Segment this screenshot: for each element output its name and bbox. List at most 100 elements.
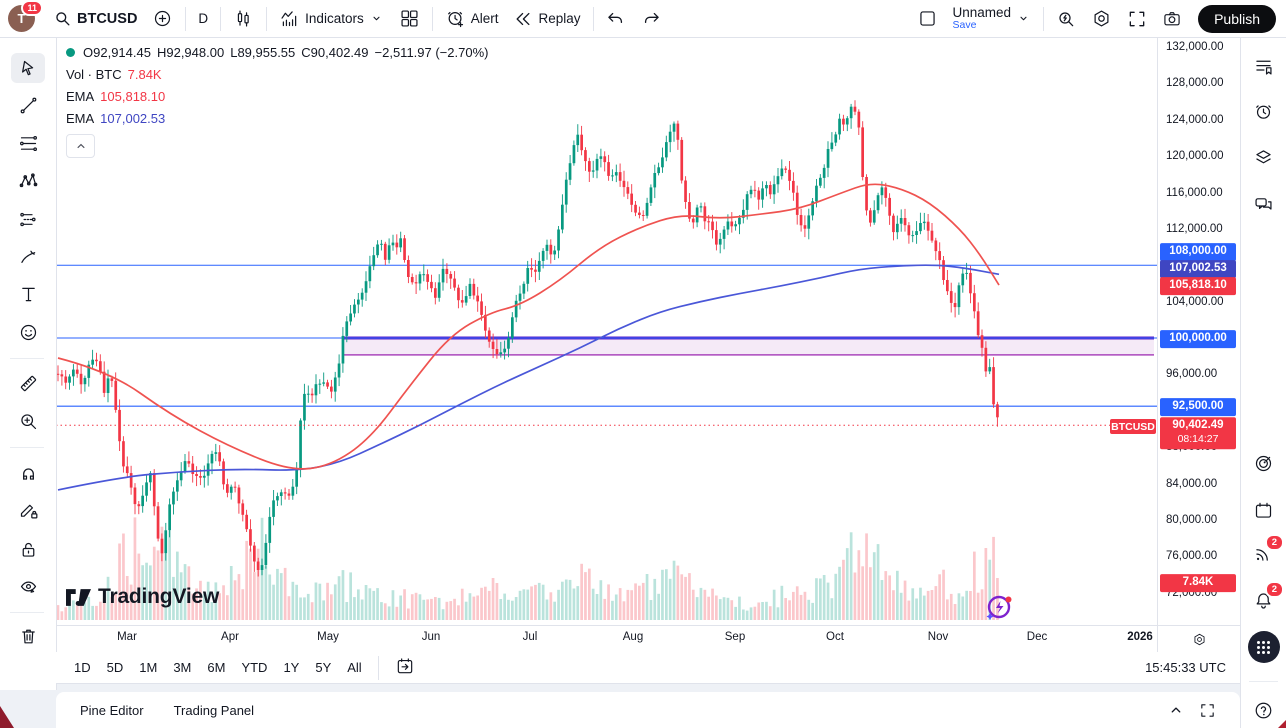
text-tool[interactable] [11,279,45,309]
range-5y-button[interactable]: 5Y [307,656,339,679]
drawing-toolbar [0,38,57,690]
replay-button[interactable]: Replay [506,4,587,34]
market-status-dot [66,48,75,57]
expand-panel-icon[interactable] [1167,701,1185,719]
range-1y-button[interactable]: 1Y [275,656,307,679]
remove-all-drawings-tool[interactable] [11,621,45,651]
fib-retracement-tool[interactable] [11,128,45,158]
maximize-panel-icon[interactable] [1199,702,1216,719]
emoji-tool[interactable] [11,317,45,347]
compare-symbol-button[interactable] [145,4,180,34]
ema-label: EMA [66,111,95,126]
price-tick: 124,000.00 [1166,113,1224,126]
gear-icon [1091,8,1112,29]
grid-layout-icon [399,8,420,29]
candlestick-chart[interactable] [56,38,1157,625]
symbol-search-button[interactable]: BTCUSD [46,4,144,34]
price-axis[interactable]: 132,000.00 128,000.00 124,000.00 120,000.00… [1157,38,1241,652]
ema-fast-row[interactable]: EMA 105,818.10 [66,90,488,103]
volume-value: 7.84K [127,67,162,82]
go-to-date-button[interactable] [387,652,423,683]
redo-button[interactable] [634,4,668,34]
object-tree-button[interactable] [1247,142,1281,172]
redo-icon [641,9,661,29]
xabcd-pattern-tool[interactable] [11,165,45,195]
price-tick: 120,000.00 [1166,150,1224,163]
time-axis[interactable]: Mar Apr May Jun Jul Aug Sep Oct Nov Dec 2026 [56,625,1157,653]
ema-fast-value: 105,818.10 [100,89,166,104]
zoom-in-tool[interactable] [11,406,45,436]
save-layout-button[interactable]: Unnamed Save [946,4,1039,34]
ohlc-row[interactable]: O92,914.45 H92,948.00 L89,955.55 C90,402… [66,46,488,59]
layout-select-button[interactable] [910,4,945,34]
remove-all-drawings-icon [18,626,39,647]
publish-button[interactable]: Publish [1198,4,1276,33]
chat-button[interactable] [1247,189,1281,219]
notifications-button[interactable]: 2 [1247,581,1284,615]
news-feed-count-badge: 2 [1265,534,1284,551]
chart-area[interactable]: O92,914.45 H92,948.00 L89,955.55 C90,402… [56,38,1157,653]
time-tick: May [317,631,339,643]
trading-panel-button[interactable]: Trading Panel [164,697,264,724]
chart-settings-button[interactable] [1084,4,1119,34]
ruler-tool[interactable] [11,368,45,398]
indicators-button[interactable]: Indicators [272,4,391,34]
news-feed-button[interactable]: 2 [1247,534,1284,568]
chart-style-button[interactable] [226,4,261,34]
quick-search-button[interactable] [1049,4,1083,34]
magnet-tool[interactable] [11,457,45,487]
last-price-symbol-chip: BTCUSD [1110,419,1156,434]
replay-label: Replay [538,11,581,26]
axis-settings-icon[interactable] [1192,632,1207,647]
ema-slow-value: 107,002.53 [100,111,166,126]
snapshot-button[interactable] [1155,4,1189,34]
hide-all-drawings-tool[interactable] [11,571,45,601]
server-clock[interactable]: 15:45:33 UTC [1145,660,1226,675]
date-range-bar: 1D 5D 1M 3M 6M YTD 1Y 5Y All 15:45:33 UTC [56,652,1240,684]
toolbar-divider [266,6,268,31]
range-1m-button[interactable]: 1M [131,656,165,679]
alerts-button[interactable] [1247,96,1281,126]
range-3m-button[interactable]: 3M [165,656,199,679]
collapse-legend-button[interactable] [66,134,95,158]
fullscreen-button[interactable] [1120,4,1154,34]
alerts-icon [1253,101,1274,122]
pine-editor-button[interactable]: Pine Editor [70,697,154,724]
volume-row[interactable]: Vol · BTC 7.84K [66,68,488,81]
fib-retracement-icon [18,133,39,154]
chevron-down-icon [1016,11,1031,26]
ai-assistant-icon[interactable] [983,591,1015,623]
help-button[interactable] [1247,695,1281,725]
candles-icon [233,8,254,29]
long-short-position-tool[interactable] [11,204,45,234]
indicator-templates-button[interactable] [392,4,427,34]
trend-line-tool[interactable] [11,90,45,120]
brush-icon [18,247,39,268]
price-axis-footer[interactable] [1158,625,1241,653]
indicators-label: Indicators [305,11,364,26]
avatar-letter: T [17,11,26,26]
range-all-button[interactable]: All [339,656,369,679]
save-link[interactable]: Save [952,19,977,32]
trend-line-icon [18,95,39,116]
interval-button[interactable]: D [191,4,215,34]
range-6m-button[interactable]: 6M [199,656,233,679]
ema-slow-row[interactable]: EMA 107,002.53 [66,112,488,125]
create-alert-button[interactable]: Alert [438,4,506,34]
ruler-icon [18,373,39,394]
range-ytd-button[interactable]: YTD [233,656,275,679]
brush-tool[interactable] [11,242,45,272]
scanner-icon [1253,453,1274,474]
scanner-button[interactable] [1247,448,1281,478]
economic-calendar-button[interactable] [1247,495,1281,525]
drawing-mode-lock-tool[interactable] [11,495,45,525]
user-avatar[interactable]: T 11 [8,0,43,32]
range-1d-button[interactable]: 1D [66,656,99,679]
lock-all-drawings-tool[interactable] [11,534,45,564]
cursor-tool[interactable] [11,53,45,83]
undo-button[interactable] [599,4,633,34]
range-5d-button[interactable]: 5D [99,656,132,679]
indicators-icon [279,8,300,29]
apps-grid-button[interactable] [1247,631,1281,663]
watchlist-button[interactable] [1247,51,1281,81]
